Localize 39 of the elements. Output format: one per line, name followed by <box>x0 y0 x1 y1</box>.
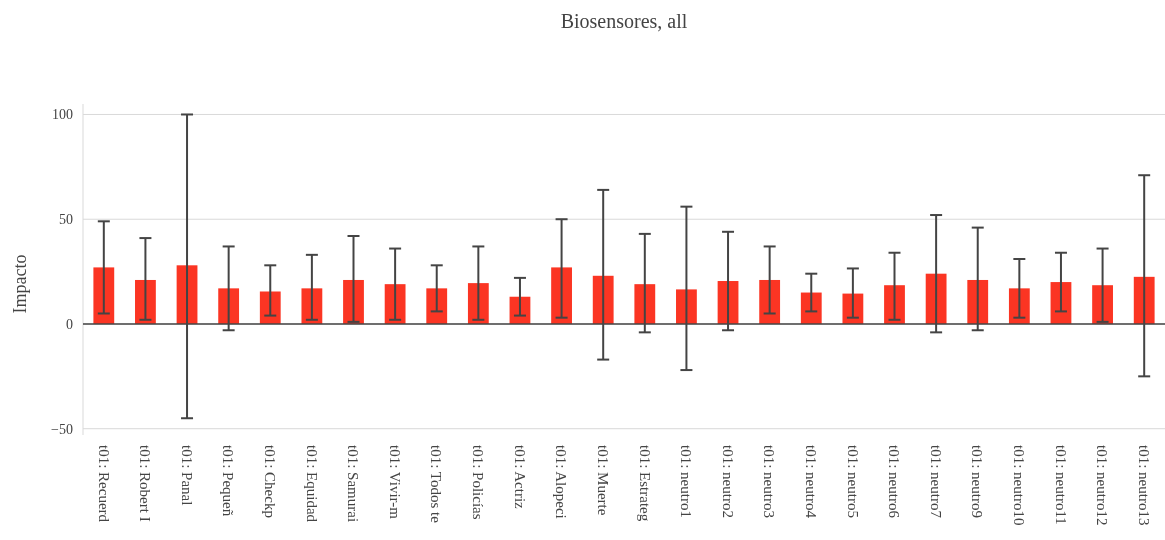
chart-title: Biosensores, all <box>560 10 688 32</box>
x-tick-label: t01: neutro4 <box>803 445 820 519</box>
x-tick-label: t01: neutro3 <box>761 445 778 518</box>
x-tick-label: t01: neutro12 <box>1094 445 1111 526</box>
x-tick-label: t01: neutro7 <box>927 445 944 519</box>
x-tick-label: t01: neutro1 <box>678 445 695 518</box>
x-tick-label: t01: Estrateg <box>636 445 653 522</box>
x-tick-label: t01: Equidad <box>303 445 320 523</box>
x-tick-label: t01: Pequeñ <box>220 445 237 517</box>
y-tick-label: −50 <box>51 421 73 437</box>
x-tick-label: t01: Checkp <box>262 445 279 518</box>
x-tick-label: t01: Vivir-m <box>386 445 403 520</box>
x-tick-label: t01: Actriz <box>511 445 528 510</box>
x-tick-label: t01: Samurai <box>345 445 362 523</box>
bar <box>218 288 240 324</box>
x-tick-label: t01: neutro9 <box>969 445 986 518</box>
x-tick-label: t01: neutro6 <box>886 445 903 519</box>
x-tick-label: t01: neutro2 <box>719 445 736 518</box>
y-tick-label: 100 <box>52 107 73 123</box>
x-tick-label: t01: Panal <box>178 445 195 506</box>
bar <box>676 289 697 324</box>
y-axis-title: Impacto <box>10 254 30 314</box>
x-tick-label: t01: Robert I <box>137 445 154 522</box>
bar <box>759 279 781 324</box>
y-tick-label: 0 <box>66 316 73 332</box>
x-tick-label: t01: Todos te <box>428 445 445 524</box>
x-tick-label: t01: Muerte <box>594 445 611 516</box>
x-tick-label: t01: Recuerd <box>95 445 112 523</box>
x-tick-label: t01: neutro10 <box>1011 445 1028 526</box>
x-tick-label: t01: neutro5 <box>844 445 861 518</box>
x-tick-label: t01: Alopeci <box>553 445 570 519</box>
x-tick-label: t01: Policías <box>470 445 487 520</box>
x-tick-label: t01: neutro13 <box>1135 445 1152 526</box>
bar <box>93 267 115 324</box>
y-tick-label: 50 <box>59 212 73 228</box>
bar <box>551 267 572 324</box>
bar <box>800 292 822 324</box>
x-tick-label: t01: neutro11 <box>1052 445 1069 525</box>
bar <box>426 288 448 324</box>
